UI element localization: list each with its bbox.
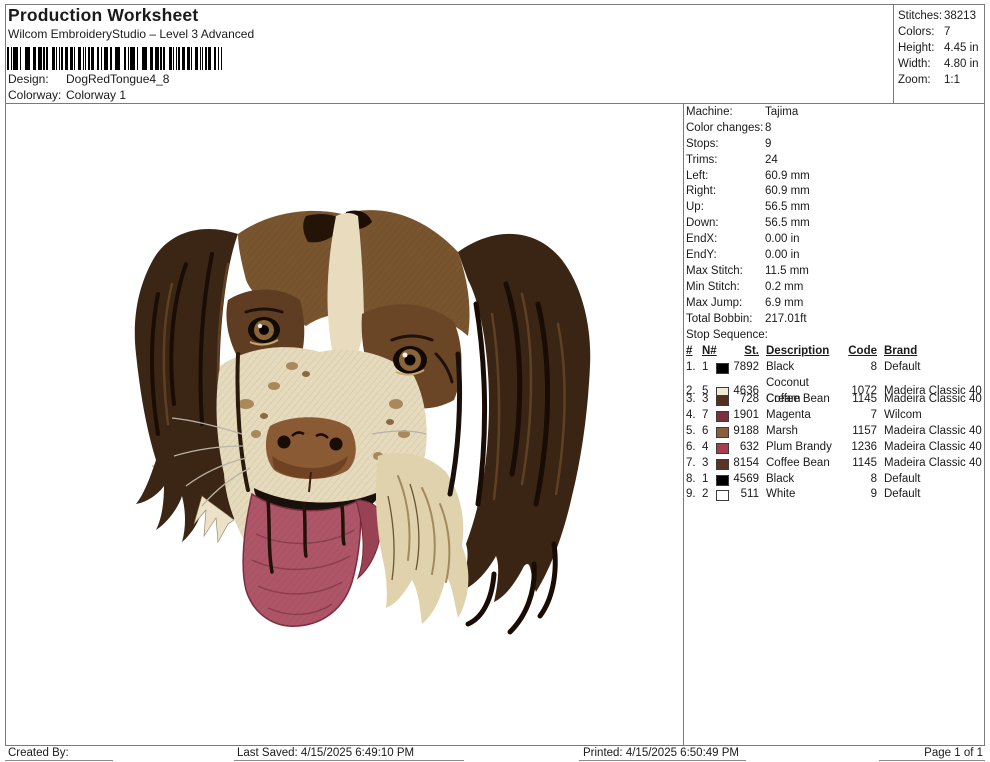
table-row: 8. 1 4569 Black 8 Default — [686, 472, 921, 486]
thread-color-swatch — [716, 395, 729, 407]
dog-right-eye — [393, 346, 427, 376]
footer-underline — [5, 760, 113, 761]
header-divider — [893, 4, 894, 103]
machine-info-row: Trims: 24 — [686, 153, 778, 166]
created-by-label: Created By: — [8, 747, 69, 759]
table-row: 6. 4 632 Plum Brandy 1236 Madeira Classic 40 — [686, 440, 982, 454]
table-row: 3. 3 728 Coffee Bean 1145 Madeira Classic 40 — [686, 393, 982, 407]
footer-underline — [879, 760, 985, 761]
machine-info-row: EndY: 0.00 in — [686, 249, 800, 262]
stop-sequence-title: Stop Sequence: — [686, 329, 768, 342]
summary-row: Stitches: 38213 — [898, 10, 976, 22]
thread-color-swatch — [716, 458, 729, 470]
thread-color-swatch — [716, 363, 729, 375]
embroidery-dog-image — [134, 210, 591, 635]
machine-info-row: EndX: 0.00 in — [686, 233, 800, 246]
printed-label: Printed: 4/15/2025 6:50:49 PM — [583, 747, 739, 759]
page-right-border — [984, 4, 985, 745]
machine-info-row: Total Bobbin: 217.01ft — [686, 312, 807, 325]
table-row: 1. 1 7892 Black 8 Default — [686, 361, 921, 375]
summary-row: Width: 4.80 in — [898, 58, 979, 70]
machine-info-row: Down: 56.5 mm — [686, 217, 810, 230]
design-preview-area — [6, 104, 683, 745]
machine-info-row: Up: 56.5 mm — [686, 201, 810, 214]
dog-nose — [265, 417, 356, 493]
app-version-label: Wilcom EmbroideryStudio – Level 3 Advanc… — [8, 27, 255, 41]
thread-color-swatch — [716, 474, 729, 486]
dog-chest-ruff — [375, 452, 469, 624]
machine-info-row: Max Jump: 6.9 mm — [686, 296, 804, 309]
page-top-border — [5, 4, 985, 5]
machine-info-panel: Machine: Tajima Color changes: 8 Stops: 9 T… — [686, 105, 986, 503]
machine-info-row: Left: 60.9 mm — [686, 169, 810, 182]
machine-info-row: Right: 60.9 mm — [686, 185, 810, 198]
footer-top-border — [5, 745, 985, 746]
machine-info-row: Min Stitch: 0.2 mm — [686, 280, 804, 293]
machine-info-row: Max Stitch: 11.5 mm — [686, 264, 809, 277]
colorway-row: Colorway: Colorway 1 — [8, 88, 126, 102]
page-title: Production Worksheet — [8, 5, 199, 25]
stitch-summary-box: Stitches: 38213 Colors: 7 Height: 4.45 in W… — [898, 8, 984, 88]
page-left-border — [5, 4, 6, 745]
design-value: DogRedTongue4_8 — [66, 72, 170, 86]
thread-color-swatch — [716, 426, 729, 438]
face-shadow-left — [235, 352, 250, 492]
header-bottom-border — [5, 103, 985, 104]
design-barcode-icon — [7, 47, 222, 70]
footer-underline — [234, 760, 464, 761]
thread-color-swatch — [716, 442, 729, 454]
page-number-label: Page 1 of 1 — [924, 747, 983, 759]
dog-right-ear — [458, 233, 591, 635]
table-row: 5. 6 9188 Marsh 1157 Madeira Classic 40 — [686, 424, 982, 438]
main-divider — [683, 103, 684, 745]
last-saved-label: Last Saved: 4/15/2025 6:49:10 PM — [237, 747, 415, 759]
machine-info-row: Machine: Tajima — [686, 106, 799, 118]
stop-sequence-header-row: # N# St. Description Code Brand — [686, 345, 918, 358]
table-row: 2. 5 4636 Coconut Cream 1072 Madeira Classic … — [686, 377, 982, 406]
machine-info-row: Stops: 9 — [686, 137, 772, 150]
face-shadow-right — [447, 351, 463, 497]
dog-whiskers — [171, 417, 427, 507]
table-row: 4. 7 1901 Magenta 7 Wilcom — [686, 409, 922, 422]
thread-color-swatch — [716, 490, 729, 502]
footer-underline — [579, 760, 746, 761]
summary-row: Colors: 7 — [898, 26, 951, 38]
stop-sequence-table: # N# St. Description Code Brand 1. 1 7892 B… — [686, 344, 986, 503]
summary-row: Zoom: 1:1 — [898, 74, 960, 86]
tongue-drips — [266, 498, 346, 574]
design-row: Design: DogRedTongue4_8 — [8, 72, 169, 86]
thread-color-swatch — [716, 410, 729, 422]
dog-left-ear — [134, 228, 238, 544]
dog-tongue — [242, 492, 383, 627]
colorway-label: Colorway: — [8, 88, 62, 102]
table-row: 9. 2 511 White 9 Default — [686, 488, 921, 502]
summary-row: Height: 4.45 in — [898, 42, 979, 54]
machine-info-row: Color changes: 8 — [686, 121, 772, 134]
table-row: 7. 3 8154 Coffee Bean 1145 Madeira Classic 40 — [686, 456, 982, 470]
design-label: Design: — [8, 72, 49, 86]
colorway-value: Colorway 1 — [66, 88, 127, 102]
dog-left-eye — [248, 317, 280, 346]
